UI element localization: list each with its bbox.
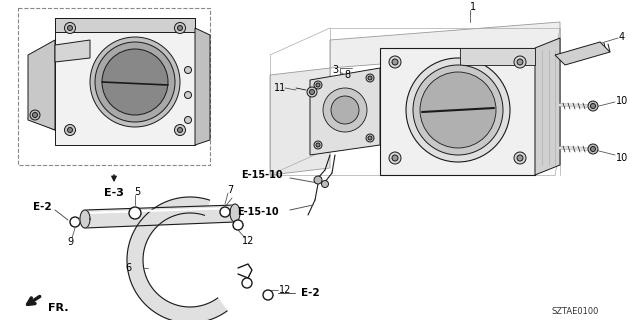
Circle shape xyxy=(67,26,72,30)
Circle shape xyxy=(413,65,503,155)
Polygon shape xyxy=(555,42,610,65)
Circle shape xyxy=(67,127,72,132)
Text: 8: 8 xyxy=(344,70,350,80)
Circle shape xyxy=(591,147,595,151)
Circle shape xyxy=(65,22,76,34)
Circle shape xyxy=(102,49,168,115)
Circle shape xyxy=(314,81,322,89)
Polygon shape xyxy=(55,40,90,62)
Text: 5: 5 xyxy=(134,187,140,197)
Circle shape xyxy=(33,113,38,117)
Text: FR.: FR. xyxy=(48,303,68,313)
Circle shape xyxy=(95,42,175,122)
Circle shape xyxy=(184,67,191,74)
Circle shape xyxy=(392,155,398,161)
Text: 3: 3 xyxy=(332,65,338,75)
Text: 6: 6 xyxy=(125,263,131,273)
Circle shape xyxy=(588,144,598,154)
Text: 11: 11 xyxy=(274,83,286,93)
Circle shape xyxy=(233,220,243,230)
Circle shape xyxy=(314,141,322,149)
Circle shape xyxy=(517,155,523,161)
Polygon shape xyxy=(127,197,227,320)
Text: 7: 7 xyxy=(227,185,233,195)
Text: E-15-10: E-15-10 xyxy=(237,207,279,217)
Circle shape xyxy=(307,87,317,97)
Text: E-15-10: E-15-10 xyxy=(241,170,283,180)
Circle shape xyxy=(90,37,180,127)
Text: E-2: E-2 xyxy=(33,202,51,212)
Polygon shape xyxy=(28,40,55,130)
Circle shape xyxy=(514,152,526,164)
Text: SZTAE0100: SZTAE0100 xyxy=(551,308,598,316)
Circle shape xyxy=(316,83,320,87)
Polygon shape xyxy=(55,18,195,145)
Circle shape xyxy=(184,92,191,99)
Circle shape xyxy=(321,180,328,188)
Circle shape xyxy=(323,88,367,132)
Circle shape xyxy=(177,127,182,132)
Circle shape xyxy=(129,207,141,219)
Circle shape xyxy=(175,22,186,34)
Circle shape xyxy=(70,217,80,227)
Circle shape xyxy=(517,59,523,65)
Circle shape xyxy=(220,207,230,217)
Circle shape xyxy=(177,26,182,30)
Text: E-3: E-3 xyxy=(104,188,124,198)
Circle shape xyxy=(314,176,322,184)
Circle shape xyxy=(420,72,496,148)
Polygon shape xyxy=(85,205,235,228)
Polygon shape xyxy=(330,22,560,68)
Text: 4: 4 xyxy=(619,32,625,42)
Text: 10: 10 xyxy=(616,96,628,106)
Circle shape xyxy=(392,59,398,65)
Circle shape xyxy=(514,56,526,68)
Text: 12: 12 xyxy=(242,236,254,246)
Circle shape xyxy=(588,101,598,111)
Polygon shape xyxy=(55,18,195,32)
Circle shape xyxy=(368,76,372,80)
Polygon shape xyxy=(270,68,330,175)
Circle shape xyxy=(406,58,510,162)
Circle shape xyxy=(30,110,40,120)
Circle shape xyxy=(316,143,320,147)
Text: 12: 12 xyxy=(279,285,291,295)
Circle shape xyxy=(389,152,401,164)
Polygon shape xyxy=(230,204,240,222)
Polygon shape xyxy=(80,210,90,228)
Polygon shape xyxy=(310,68,380,155)
Circle shape xyxy=(366,74,374,82)
Polygon shape xyxy=(195,28,210,145)
Text: 10: 10 xyxy=(616,153,628,163)
Polygon shape xyxy=(535,38,560,175)
Circle shape xyxy=(368,136,372,140)
Text: 1: 1 xyxy=(470,2,476,12)
Circle shape xyxy=(65,124,76,135)
Circle shape xyxy=(389,56,401,68)
Text: 9: 9 xyxy=(67,237,73,247)
Circle shape xyxy=(175,124,186,135)
Circle shape xyxy=(242,278,252,288)
Text: E-2: E-2 xyxy=(301,288,319,298)
Circle shape xyxy=(263,290,273,300)
Circle shape xyxy=(184,116,191,124)
Circle shape xyxy=(331,96,359,124)
FancyBboxPatch shape xyxy=(18,8,210,165)
Polygon shape xyxy=(380,48,535,175)
Circle shape xyxy=(310,90,314,94)
Circle shape xyxy=(591,103,595,108)
Circle shape xyxy=(366,134,374,142)
Polygon shape xyxy=(460,48,535,65)
